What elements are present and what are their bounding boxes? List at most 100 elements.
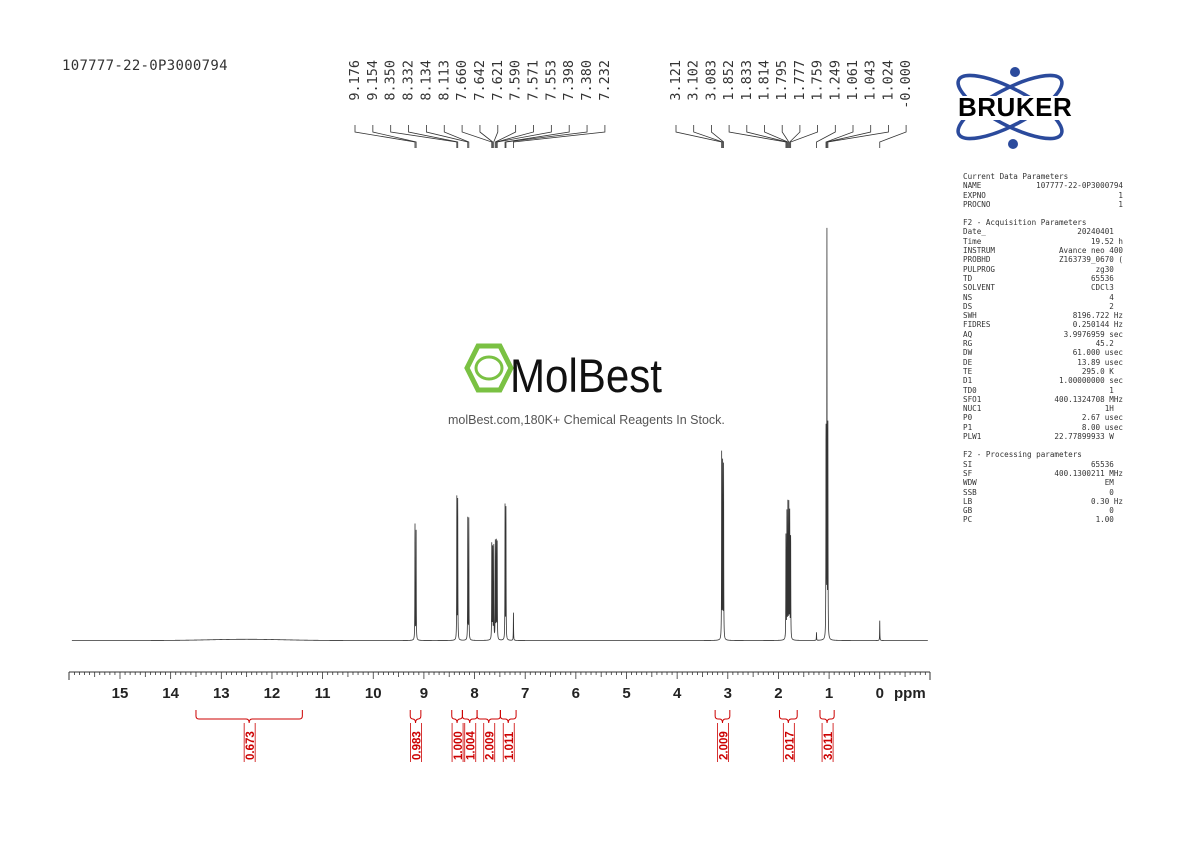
parameter-value: 400.1324708 MHz xyxy=(1054,394,1123,404)
parameter-value: zg30 xyxy=(1095,264,1123,274)
integral-bracket xyxy=(451,710,463,724)
parameter-name: DS xyxy=(963,301,973,311)
parameter-row: PROBHD Z163739_0670 ( xyxy=(963,255,1123,264)
integral-bracket xyxy=(461,710,478,724)
peak-leader-line xyxy=(461,125,493,148)
parameter-name: TD0 xyxy=(963,385,977,395)
parameter-name: SI xyxy=(963,459,973,469)
molbest-watermark: MolBest xyxy=(448,340,748,440)
peak-label: 1.833 xyxy=(739,60,755,101)
integral-value: 1.000 xyxy=(453,731,465,760)
peak-label: 7.571 xyxy=(526,60,542,101)
parameter-name: PLW1 xyxy=(963,432,982,442)
peak-leader-line xyxy=(693,125,724,148)
x-axis: 15 14 13 12 11 10 9 8 7 6 5 4 3 2 1 0 ppm xyxy=(68,671,931,702)
peak-leader-line xyxy=(826,125,872,148)
peak-leader-line xyxy=(494,125,517,148)
molbest-tagline: molBest.com,180K+ Chemical Reagents In S… xyxy=(448,413,725,427)
peak-leader-line xyxy=(372,125,417,148)
parameter-value: 61.000 usec xyxy=(1072,348,1123,358)
parameter-value: 0 xyxy=(1109,506,1123,516)
parameter-row: EXPNO 1 xyxy=(963,191,1123,200)
x-tick-label: 10 xyxy=(365,685,382,702)
integral-value: 3.011 xyxy=(823,731,835,760)
parameter-name: DE xyxy=(963,357,973,367)
parameter-name: PULPROG xyxy=(963,264,996,274)
x-tick-label: 2 xyxy=(774,685,782,702)
parameter-value: 65536 xyxy=(1090,273,1123,283)
peak-leader-line xyxy=(425,125,469,148)
peak-label: 7.621 xyxy=(490,60,506,101)
bruker-logo: BRUKER xyxy=(955,64,1117,150)
parameter-row: P0 2.67 usec xyxy=(963,413,1123,422)
parameter-value: 1 xyxy=(1118,199,1123,209)
peak-label: 7.553 xyxy=(543,60,559,101)
integral-bracket xyxy=(778,710,798,724)
parameter-row: LB 0.30 Hz xyxy=(963,497,1123,506)
parameter-row: DS 2 xyxy=(963,302,1123,311)
integral-value: 2.017 xyxy=(784,731,796,760)
acq-params-title: F2 - Acquisition Parameters xyxy=(963,218,1087,228)
parameter-row: PLW1 22.77899933 W xyxy=(963,432,1123,441)
parameter-value: 19.52 h xyxy=(1090,236,1123,246)
peak-label-layer: 9.176 9.154 8.350 8.332 8.134 8.113 7.660 7.642… xyxy=(347,60,914,148)
x-tick-label: 6 xyxy=(572,685,580,702)
parameter-name: RG xyxy=(963,339,973,349)
parameter-name: NUC1 xyxy=(963,404,982,414)
sample-id: 107777-22-0P3000794 xyxy=(62,58,228,74)
parameter-name: GB xyxy=(963,506,973,516)
peak-label: 1.814 xyxy=(757,60,773,101)
x-tick-label: 15 xyxy=(112,685,129,702)
bruker-wordmark: BRUKER xyxy=(958,92,1072,122)
parameter-name: SF xyxy=(963,468,973,478)
parameter-row: SF 400.1300211 MHz xyxy=(963,469,1123,478)
x-tick-label: 11 xyxy=(315,685,331,702)
peak-leader-line xyxy=(827,125,889,148)
peak-leader-line xyxy=(390,125,458,148)
x-tick-label: 4 xyxy=(673,685,682,702)
parameter-row: AQ 3.9976959 sec xyxy=(963,330,1123,339)
peak-leader-line xyxy=(711,125,724,148)
parameter-row: TE 295.0 K xyxy=(963,367,1123,376)
parameter-row: NS 4 xyxy=(963,293,1123,302)
parameter-name: INSTRUM xyxy=(963,246,996,256)
parameter-row: D1 1.00000000 sec xyxy=(963,376,1123,385)
peak-leader-line xyxy=(675,125,723,148)
peak-leader-line xyxy=(781,125,790,148)
spectrum-trace xyxy=(71,227,928,641)
peak-label: 7.660 xyxy=(454,60,470,101)
peak-leader-line xyxy=(513,125,606,148)
parameter-value: 2 xyxy=(1109,301,1123,311)
integral-value: 0.983 xyxy=(412,731,424,760)
integral-bracket xyxy=(195,710,303,724)
parameter-name: P1 xyxy=(963,422,973,432)
integral-layer: 0.673 0.983 1.000 1.004 2.009 1.011 2.009 2.017… xyxy=(195,710,835,762)
parameter-name: TE xyxy=(963,366,973,376)
peak-leader-line xyxy=(443,125,470,148)
x-axis-unit-label: ppm xyxy=(894,685,926,702)
x-tick-label: 9 xyxy=(420,685,428,702)
parameter-row: DW 61.000 usec xyxy=(963,348,1123,357)
x-tick-label: 7 xyxy=(521,685,529,702)
parameter-name: EXPNO xyxy=(963,190,986,200)
parameter-row: Date_ 20240401 xyxy=(963,227,1123,236)
parameter-value: 400.1300211 MHz xyxy=(1054,468,1123,478)
peak-label: 9.176 xyxy=(347,60,363,101)
parameter-row: SWH 8196.722 Hz xyxy=(963,311,1123,320)
integral-bracket xyxy=(476,710,501,724)
parameter-name: D1 xyxy=(963,376,973,386)
peak-label: 7.232 xyxy=(597,60,613,101)
parameter-value: Avance neo 400 xyxy=(1058,246,1123,256)
parameter-row: INSTRUM Avance neo 400 xyxy=(963,246,1123,255)
peak-leader-line xyxy=(825,125,854,148)
parameter-name: Time xyxy=(963,236,982,246)
peak-label: 1.249 xyxy=(827,60,843,101)
parameter-row: GB 0 xyxy=(963,506,1123,515)
parameter-name: PROBHD xyxy=(963,255,991,265)
parameter-value: 1 xyxy=(1109,385,1123,395)
orbit-ellipse-1 xyxy=(956,73,1064,141)
peak-label: 3.083 xyxy=(703,60,719,101)
parameter-name: SSB xyxy=(963,487,977,497)
peak-label: 3.121 xyxy=(668,60,684,101)
peak-leader-line xyxy=(493,125,499,148)
